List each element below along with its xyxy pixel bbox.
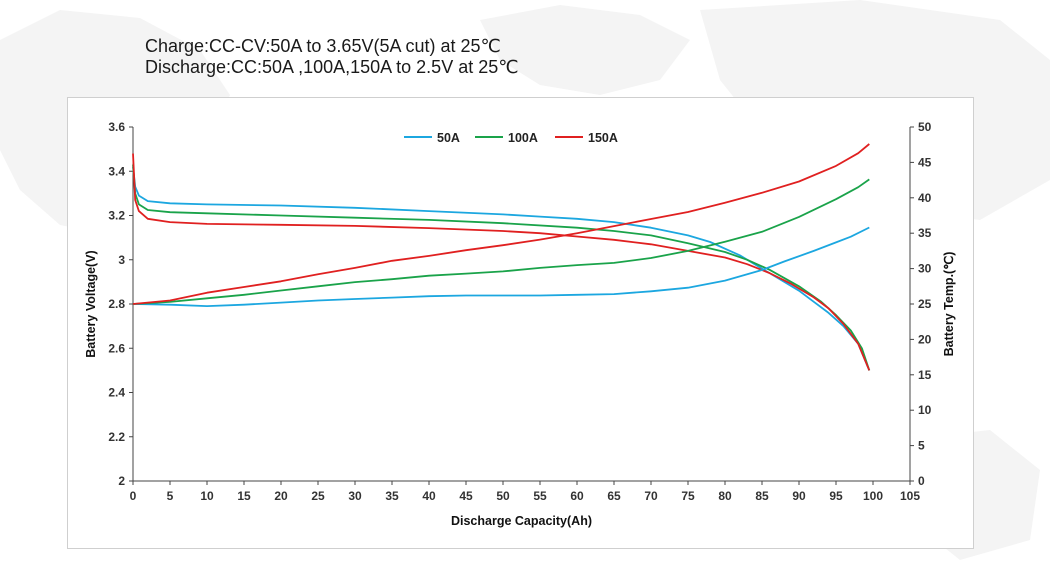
chart-series [132,143,871,371]
x-tick-label: 40 [422,489,436,503]
y2-tick-label: 0 [918,474,925,488]
y-axis-title: Battery Voltage(V) [84,250,98,357]
chart-heading: Charge:CC-CV:50A to 3.65V(5A cut) at 25℃… [145,36,518,78]
y-tick-label: 2.2 [108,430,125,444]
x-tick-label: 55 [533,489,547,503]
x-tick-label: 5 [167,489,174,503]
x-tick-label: 85 [755,489,769,503]
y2-tick-label: 5 [918,439,925,453]
series-line-150a-voltage [132,153,871,371]
x-tick-label: 70 [644,489,658,503]
x-tick-label: 75 [681,489,695,503]
y-tick-label: 3.2 [108,209,125,223]
x-tick-label: 15 [237,489,251,503]
series-line-50a-temperature [132,226,870,307]
x-axis-title: Discharge Capacity(Ah) [451,514,592,528]
y2-tick-label: 25 [918,297,932,311]
x-tick-label: 60 [570,489,584,503]
x-tick-label: 35 [385,489,399,503]
y2-tick-label: 15 [918,368,932,382]
y-tick-label: 3 [118,253,125,267]
legend-label-100a: 100A [508,131,538,145]
y2-tick-label: 20 [918,332,932,346]
y2-axis-title: Battery Temp.(℃) [942,252,956,357]
y2-tick-label: 45 [918,155,932,169]
x-tick-label: 30 [348,489,362,503]
x-tick-label: 90 [792,489,806,503]
y2-tick-label: 10 [918,403,932,417]
x-tick-label: 80 [718,489,732,503]
y-tick-label: 3.6 [108,120,125,134]
charge-conditions-text: Charge:CC-CV:50A to 3.65V(5A cut) at 25℃ [145,36,501,56]
x-tick-label: 20 [274,489,288,503]
legend-label-150a: 150A [588,131,618,145]
x-tick-label: 50 [496,489,510,503]
y-tick-label: 2.4 [108,386,125,400]
discharge-conditions-text: Discharge:CC:50A ,100A,150A to 2.5V at 2… [145,57,519,77]
series-line-100a-temperature [132,178,870,305]
x-tick-label: 0 [130,489,137,503]
y2-tick-label: 40 [918,191,932,205]
y-tick-label: 2.6 [108,341,125,355]
y2-tick-label: 35 [918,226,932,240]
map-landmass-europe [480,5,690,95]
x-tick-label: 105 [900,489,920,503]
legend-label-50a: 50A [437,131,460,145]
y-tick-label: 2 [118,474,125,488]
series-line-50a-voltage [132,166,871,371]
y2-tick-label: 30 [918,262,932,276]
chart-legend: 50A 100A 150A [404,131,618,145]
y-tick-label: 3.4 [108,164,125,178]
x-tick-label: 95 [829,489,843,503]
y-tick-label: 2.8 [108,297,125,311]
series-line-150a-temperature [132,143,870,305]
x-tick-label: 100 [863,489,883,503]
x-tick-label: 45 [459,489,473,503]
y2-tick-label: 50 [918,120,932,134]
x-tick-label: 65 [607,489,621,503]
x-tick-label: 10 [200,489,214,503]
x-tick-label: 25 [311,489,325,503]
